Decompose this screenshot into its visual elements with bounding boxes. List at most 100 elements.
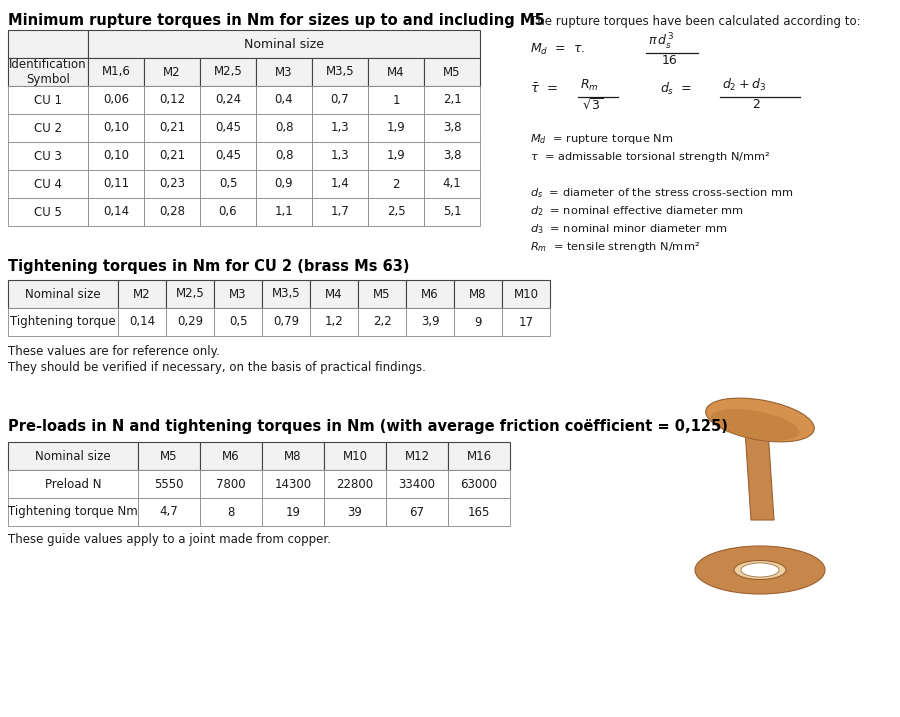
Text: $\pi\,d_s^{\,3}$: $\pi\,d_s^{\,3}$ [648,32,675,52]
FancyBboxPatch shape [256,170,312,198]
FancyBboxPatch shape [406,308,454,336]
Text: 17: 17 [518,315,534,328]
FancyBboxPatch shape [256,86,312,114]
FancyBboxPatch shape [256,198,312,226]
FancyBboxPatch shape [200,58,256,86]
Text: 0,5: 0,5 [229,315,248,328]
FancyBboxPatch shape [200,170,256,198]
FancyBboxPatch shape [8,280,118,308]
FancyBboxPatch shape [138,442,200,470]
FancyBboxPatch shape [8,86,88,114]
Text: 7800: 7800 [216,478,246,490]
Text: 3,8: 3,8 [443,121,461,135]
FancyBboxPatch shape [324,470,386,498]
Text: 0,21: 0,21 [159,121,185,135]
Ellipse shape [734,561,786,579]
FancyBboxPatch shape [310,308,358,336]
FancyBboxPatch shape [166,280,214,308]
FancyBboxPatch shape [200,498,262,526]
FancyBboxPatch shape [262,308,310,336]
Text: $M_d$  =  $\tau$.: $M_d$ = $\tau$. [530,42,585,57]
Text: 1,3: 1,3 [330,150,349,163]
FancyBboxPatch shape [8,498,138,526]
FancyBboxPatch shape [368,86,424,114]
Text: 0,4: 0,4 [274,93,293,107]
FancyBboxPatch shape [368,142,424,170]
Ellipse shape [741,563,779,577]
FancyBboxPatch shape [88,142,144,170]
Text: 0,7: 0,7 [330,93,349,107]
Text: $d_s$  =: $d_s$ = [660,81,692,97]
Text: They should be verified if necessary, on the basis of practical findings.: They should be verified if necessary, on… [8,361,426,374]
Text: 1,7: 1,7 [330,206,349,219]
Text: 1,2: 1,2 [325,315,344,328]
Text: 19: 19 [285,505,301,518]
Text: 0,8: 0,8 [274,150,293,163]
Text: CU 3: CU 3 [34,150,62,163]
Text: 8: 8 [228,505,235,518]
FancyBboxPatch shape [424,142,480,170]
Text: 39: 39 [347,505,363,518]
FancyBboxPatch shape [448,470,510,498]
Ellipse shape [711,409,799,441]
Text: 2,1: 2,1 [443,93,462,107]
FancyBboxPatch shape [144,170,200,198]
Text: 33400: 33400 [399,478,436,490]
FancyBboxPatch shape [214,280,262,308]
Text: The rupture torques have been calculated according to:: The rupture torques have been calculated… [530,14,860,27]
FancyBboxPatch shape [200,86,256,114]
Text: M3: M3 [230,288,247,300]
FancyBboxPatch shape [324,442,386,470]
FancyBboxPatch shape [144,114,200,142]
Text: 5,1: 5,1 [443,206,462,219]
Text: $d_3$  = nominal minor diameter mm: $d_3$ = nominal minor diameter mm [530,222,727,236]
Text: 0,11: 0,11 [103,178,129,191]
FancyBboxPatch shape [424,58,480,86]
Text: Tightening torque Nm: Tightening torque Nm [8,505,138,518]
Text: 0,9: 0,9 [274,178,293,191]
FancyBboxPatch shape [144,198,200,226]
Text: 1,1: 1,1 [274,206,293,219]
Text: M12: M12 [404,450,429,462]
FancyBboxPatch shape [312,142,368,170]
Ellipse shape [695,546,825,594]
Text: M3,5: M3,5 [326,65,355,78]
Text: 0,10: 0,10 [103,121,129,135]
FancyBboxPatch shape [424,170,480,198]
FancyBboxPatch shape [454,308,502,336]
FancyBboxPatch shape [200,470,262,498]
Text: CU 4: CU 4 [34,178,62,191]
Text: M10: M10 [343,450,367,462]
FancyBboxPatch shape [200,142,256,170]
FancyBboxPatch shape [502,308,550,336]
Text: Pre-loads in N and tightening torques in Nm (with average friction coëfficient =: Pre-loads in N and tightening torques in… [8,419,728,434]
Text: 14300: 14300 [274,478,311,490]
Text: 3,9: 3,9 [420,315,439,328]
Text: $d_2 + d_3$: $d_2 + d_3$ [722,77,766,93]
FancyBboxPatch shape [88,170,144,198]
Polygon shape [745,430,774,520]
Text: 165: 165 [468,505,490,518]
FancyBboxPatch shape [324,498,386,526]
Text: 0,6: 0,6 [219,206,238,219]
FancyBboxPatch shape [8,114,88,142]
Text: M8: M8 [469,288,487,300]
FancyBboxPatch shape [214,308,262,336]
Text: Preload N: Preload N [45,478,101,490]
FancyBboxPatch shape [424,198,480,226]
FancyBboxPatch shape [88,86,144,114]
FancyBboxPatch shape [358,308,406,336]
FancyBboxPatch shape [256,142,312,170]
Text: M4: M4 [387,65,405,78]
Text: $d_s$  = diameter of the stress cross-section mm: $d_s$ = diameter of the stress cross-sec… [530,186,793,200]
FancyBboxPatch shape [256,58,312,86]
FancyBboxPatch shape [144,86,200,114]
Text: 2: 2 [752,98,760,112]
Text: M5: M5 [374,288,391,300]
Text: 4,7: 4,7 [159,505,178,518]
Text: 0,23: 0,23 [159,178,185,191]
Text: M2,5: M2,5 [176,288,204,300]
FancyBboxPatch shape [386,470,448,498]
FancyBboxPatch shape [424,86,480,114]
Text: Tightening torques in Nm for CU 2 (brass Ms 63): Tightening torques in Nm for CU 2 (brass… [8,259,410,273]
